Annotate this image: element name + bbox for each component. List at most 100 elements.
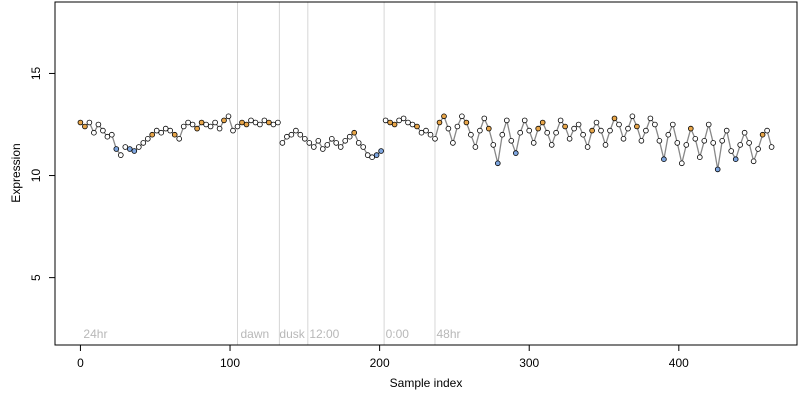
data-point xyxy=(625,125,631,132)
data-point xyxy=(432,136,438,142)
data-point xyxy=(360,144,367,150)
data-point xyxy=(230,127,236,134)
data-point xyxy=(198,119,205,126)
data-point xyxy=(477,127,483,134)
data-point xyxy=(643,127,649,134)
data-point xyxy=(351,129,358,136)
data-point xyxy=(364,152,371,158)
data-point xyxy=(674,140,681,146)
data-point xyxy=(669,121,676,128)
data-point xyxy=(539,119,546,126)
region-label: 24hr xyxy=(83,327,107,341)
data-point xyxy=(140,140,147,146)
y-axis-label: Expression xyxy=(9,143,23,202)
data-point xyxy=(544,129,550,136)
data-point xyxy=(441,113,447,120)
data-point xyxy=(427,131,434,138)
data-point xyxy=(216,125,223,132)
data-point xyxy=(701,138,708,144)
data-point xyxy=(526,127,532,134)
region-lines xyxy=(237,2,436,345)
data-point xyxy=(225,113,232,120)
data-point xyxy=(328,136,335,142)
data-point xyxy=(279,140,286,146)
data-point xyxy=(207,123,214,130)
data-points xyxy=(77,113,775,173)
data-point xyxy=(575,121,582,128)
data-point xyxy=(485,125,492,132)
data-point xyxy=(503,117,510,124)
data-point xyxy=(127,146,133,152)
data-point xyxy=(741,129,748,136)
data-point xyxy=(180,123,187,130)
data-point xyxy=(257,121,263,128)
data-point xyxy=(136,144,142,150)
data-point xyxy=(162,125,169,132)
region-label: 48hr xyxy=(436,327,460,341)
data-point xyxy=(378,148,384,154)
data-point xyxy=(319,146,326,152)
data-point xyxy=(423,127,429,134)
data-point xyxy=(145,136,151,142)
region-label: 12:00 xyxy=(309,327,339,341)
data-point xyxy=(678,160,685,167)
data-point xyxy=(297,131,304,138)
data-point xyxy=(521,117,528,124)
x-tick-label: 400 xyxy=(669,356,689,370)
x-axis: 0 100 200 300 400 xyxy=(77,345,689,370)
y-tick-label: 10 xyxy=(29,169,43,183)
data-point xyxy=(705,121,712,128)
plot-frame xyxy=(54,1,798,346)
data-point xyxy=(261,117,268,124)
data-point xyxy=(598,127,604,134)
data-point xyxy=(82,123,88,130)
data-point xyxy=(405,119,411,126)
data-point xyxy=(288,131,295,138)
data-point xyxy=(512,150,519,156)
data-point xyxy=(333,140,340,146)
data-point xyxy=(638,138,645,144)
data-point xyxy=(499,131,506,138)
y-tick-label: 5 xyxy=(29,274,43,281)
data-point xyxy=(692,136,699,142)
data-point xyxy=(656,138,663,144)
data-point xyxy=(131,148,138,154)
region-label: 0:00 xyxy=(386,327,410,341)
data-point xyxy=(100,127,106,134)
data-point xyxy=(400,115,407,122)
data-point xyxy=(620,136,627,142)
y-tick-label: 15 xyxy=(29,66,43,80)
data-point xyxy=(221,117,227,124)
data-point xyxy=(463,119,470,126)
data-point xyxy=(239,119,245,126)
data-point xyxy=(728,148,734,154)
data-point xyxy=(284,133,290,140)
data-point xyxy=(396,117,402,124)
data-point xyxy=(369,154,375,161)
data-point xyxy=(450,140,456,146)
data-point xyxy=(719,138,725,144)
region-labels: 24hr dawn dusk 12:00 0:00 48hr xyxy=(83,327,460,341)
data-point xyxy=(468,131,474,138)
data-point xyxy=(589,127,595,134)
data-point xyxy=(696,154,703,161)
data-point xyxy=(737,142,743,148)
data-point xyxy=(602,142,609,148)
data-point xyxy=(153,127,160,134)
data-point xyxy=(607,127,613,134)
series-line-6 xyxy=(434,114,773,170)
data-point xyxy=(91,129,97,136)
data-point xyxy=(750,158,757,165)
y-axis: 5 10 15 xyxy=(29,66,55,281)
data-point xyxy=(566,136,573,142)
data-point xyxy=(158,129,165,136)
data-point xyxy=(167,127,174,134)
data-point xyxy=(490,142,497,148)
data-point xyxy=(118,152,124,158)
data-point xyxy=(508,138,515,144)
data-point xyxy=(387,119,393,126)
data-point xyxy=(472,144,479,150)
data-point xyxy=(517,129,523,136)
data-point xyxy=(77,119,84,126)
